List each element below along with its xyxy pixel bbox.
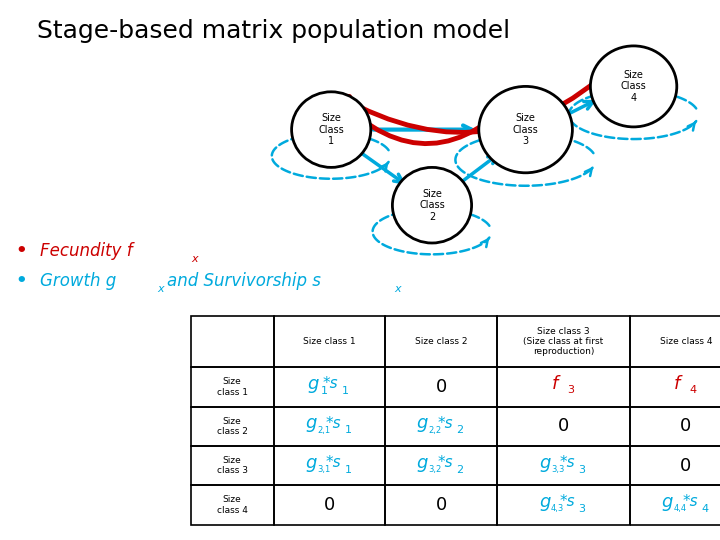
Bar: [274, 316, 385, 367]
Text: 3: 3: [567, 385, 574, 395]
Text: g: g: [662, 493, 672, 511]
Text: *s: *s: [560, 455, 575, 470]
Text: 2,2: 2,2: [428, 426, 442, 435]
Text: x: x: [157, 284, 163, 294]
Text: Size
class 4: Size class 4: [217, 496, 248, 515]
Ellipse shape: [392, 167, 472, 243]
Text: g: g: [539, 493, 550, 511]
Text: *s: *s: [438, 455, 453, 470]
Text: 1: 1: [345, 425, 351, 435]
Text: 0: 0: [436, 378, 446, 396]
Bar: [385, 367, 497, 407]
Bar: [630, 446, 720, 485]
Text: 3,2: 3,2: [428, 465, 442, 474]
Text: g: g: [539, 454, 550, 471]
Bar: [630, 316, 720, 367]
Text: *s: *s: [683, 495, 698, 509]
Text: Size class 2: Size class 2: [415, 337, 467, 346]
Bar: [191, 407, 274, 446]
Bar: [191, 316, 274, 367]
Text: 4: 4: [701, 504, 708, 514]
Bar: [191, 367, 274, 407]
Ellipse shape: [590, 46, 677, 127]
Text: Size class 3
(Size class at first
reproduction): Size class 3 (Size class at first reprod…: [523, 327, 603, 356]
Text: *s: *s: [323, 376, 338, 391]
Text: Size
Class
3: Size Class 3: [513, 113, 539, 146]
Bar: [274, 367, 385, 407]
Bar: [274, 446, 385, 485]
Bar: [385, 316, 497, 367]
Text: •: •: [16, 242, 27, 260]
Text: 4,3: 4,3: [551, 504, 564, 514]
Bar: [497, 316, 630, 367]
Bar: [630, 407, 720, 446]
Text: 3,3: 3,3: [551, 465, 564, 474]
Bar: [191, 485, 274, 525]
Text: Size class 1: Size class 1: [303, 337, 356, 346]
Text: Size
Class
4: Size Class 4: [621, 70, 647, 103]
Bar: [274, 407, 385, 446]
Ellipse shape: [292, 92, 371, 167]
Bar: [385, 485, 497, 525]
Bar: [497, 407, 630, 446]
Bar: [191, 446, 274, 485]
Text: Growth g: Growth g: [40, 272, 116, 290]
Text: Size
Class
1: Size Class 1: [318, 113, 344, 146]
Text: *s: *s: [438, 416, 453, 430]
Ellipse shape: [479, 86, 572, 173]
Bar: [497, 446, 630, 485]
Bar: [385, 446, 497, 485]
Text: 0: 0: [324, 496, 335, 514]
Text: and Survivorship s: and Survivorship s: [167, 272, 321, 290]
Text: 1: 1: [342, 386, 348, 396]
Bar: [385, 407, 497, 446]
Text: Size
class 1: Size class 1: [217, 377, 248, 396]
Text: 3: 3: [579, 504, 585, 514]
Text: Fecundity f: Fecundity f: [40, 242, 132, 260]
Text: Stage-based matrix population model: Stage-based matrix population model: [37, 19, 510, 43]
Text: x: x: [394, 284, 400, 294]
Text: 1: 1: [345, 464, 351, 475]
Text: g: g: [417, 454, 428, 471]
Bar: [497, 367, 630, 407]
Text: x: x: [191, 254, 197, 264]
Text: Size
Class
2: Size Class 2: [419, 188, 445, 222]
Text: 0: 0: [680, 417, 691, 435]
Text: g: g: [417, 414, 428, 432]
Bar: [630, 367, 720, 407]
Bar: [497, 485, 630, 525]
Text: f: f: [674, 375, 680, 393]
Text: *s: *s: [560, 495, 575, 509]
Text: 2,1: 2,1: [317, 426, 330, 435]
Text: 0: 0: [558, 417, 569, 435]
Text: *s: *s: [326, 416, 341, 430]
Text: 1: 1: [321, 386, 328, 396]
Text: 0: 0: [680, 457, 691, 475]
Text: Size class 4: Size class 4: [660, 337, 712, 346]
Text: •: •: [16, 272, 27, 290]
Bar: [630, 485, 720, 525]
Text: Size
class 3: Size class 3: [217, 456, 248, 475]
Text: 2: 2: [456, 464, 463, 475]
Text: 0: 0: [436, 496, 446, 514]
Text: 3: 3: [579, 464, 585, 475]
Bar: [274, 485, 385, 525]
Text: Size
class 2: Size class 2: [217, 417, 248, 436]
Text: 4: 4: [690, 385, 696, 395]
Text: 2: 2: [456, 425, 463, 435]
Text: g: g: [305, 414, 316, 432]
Text: *s: *s: [326, 455, 341, 470]
Text: g: g: [308, 375, 319, 393]
Text: 3,1: 3,1: [317, 465, 330, 474]
Text: f: f: [552, 375, 558, 393]
Text: 4,4: 4,4: [673, 504, 687, 514]
Text: g: g: [305, 454, 316, 471]
